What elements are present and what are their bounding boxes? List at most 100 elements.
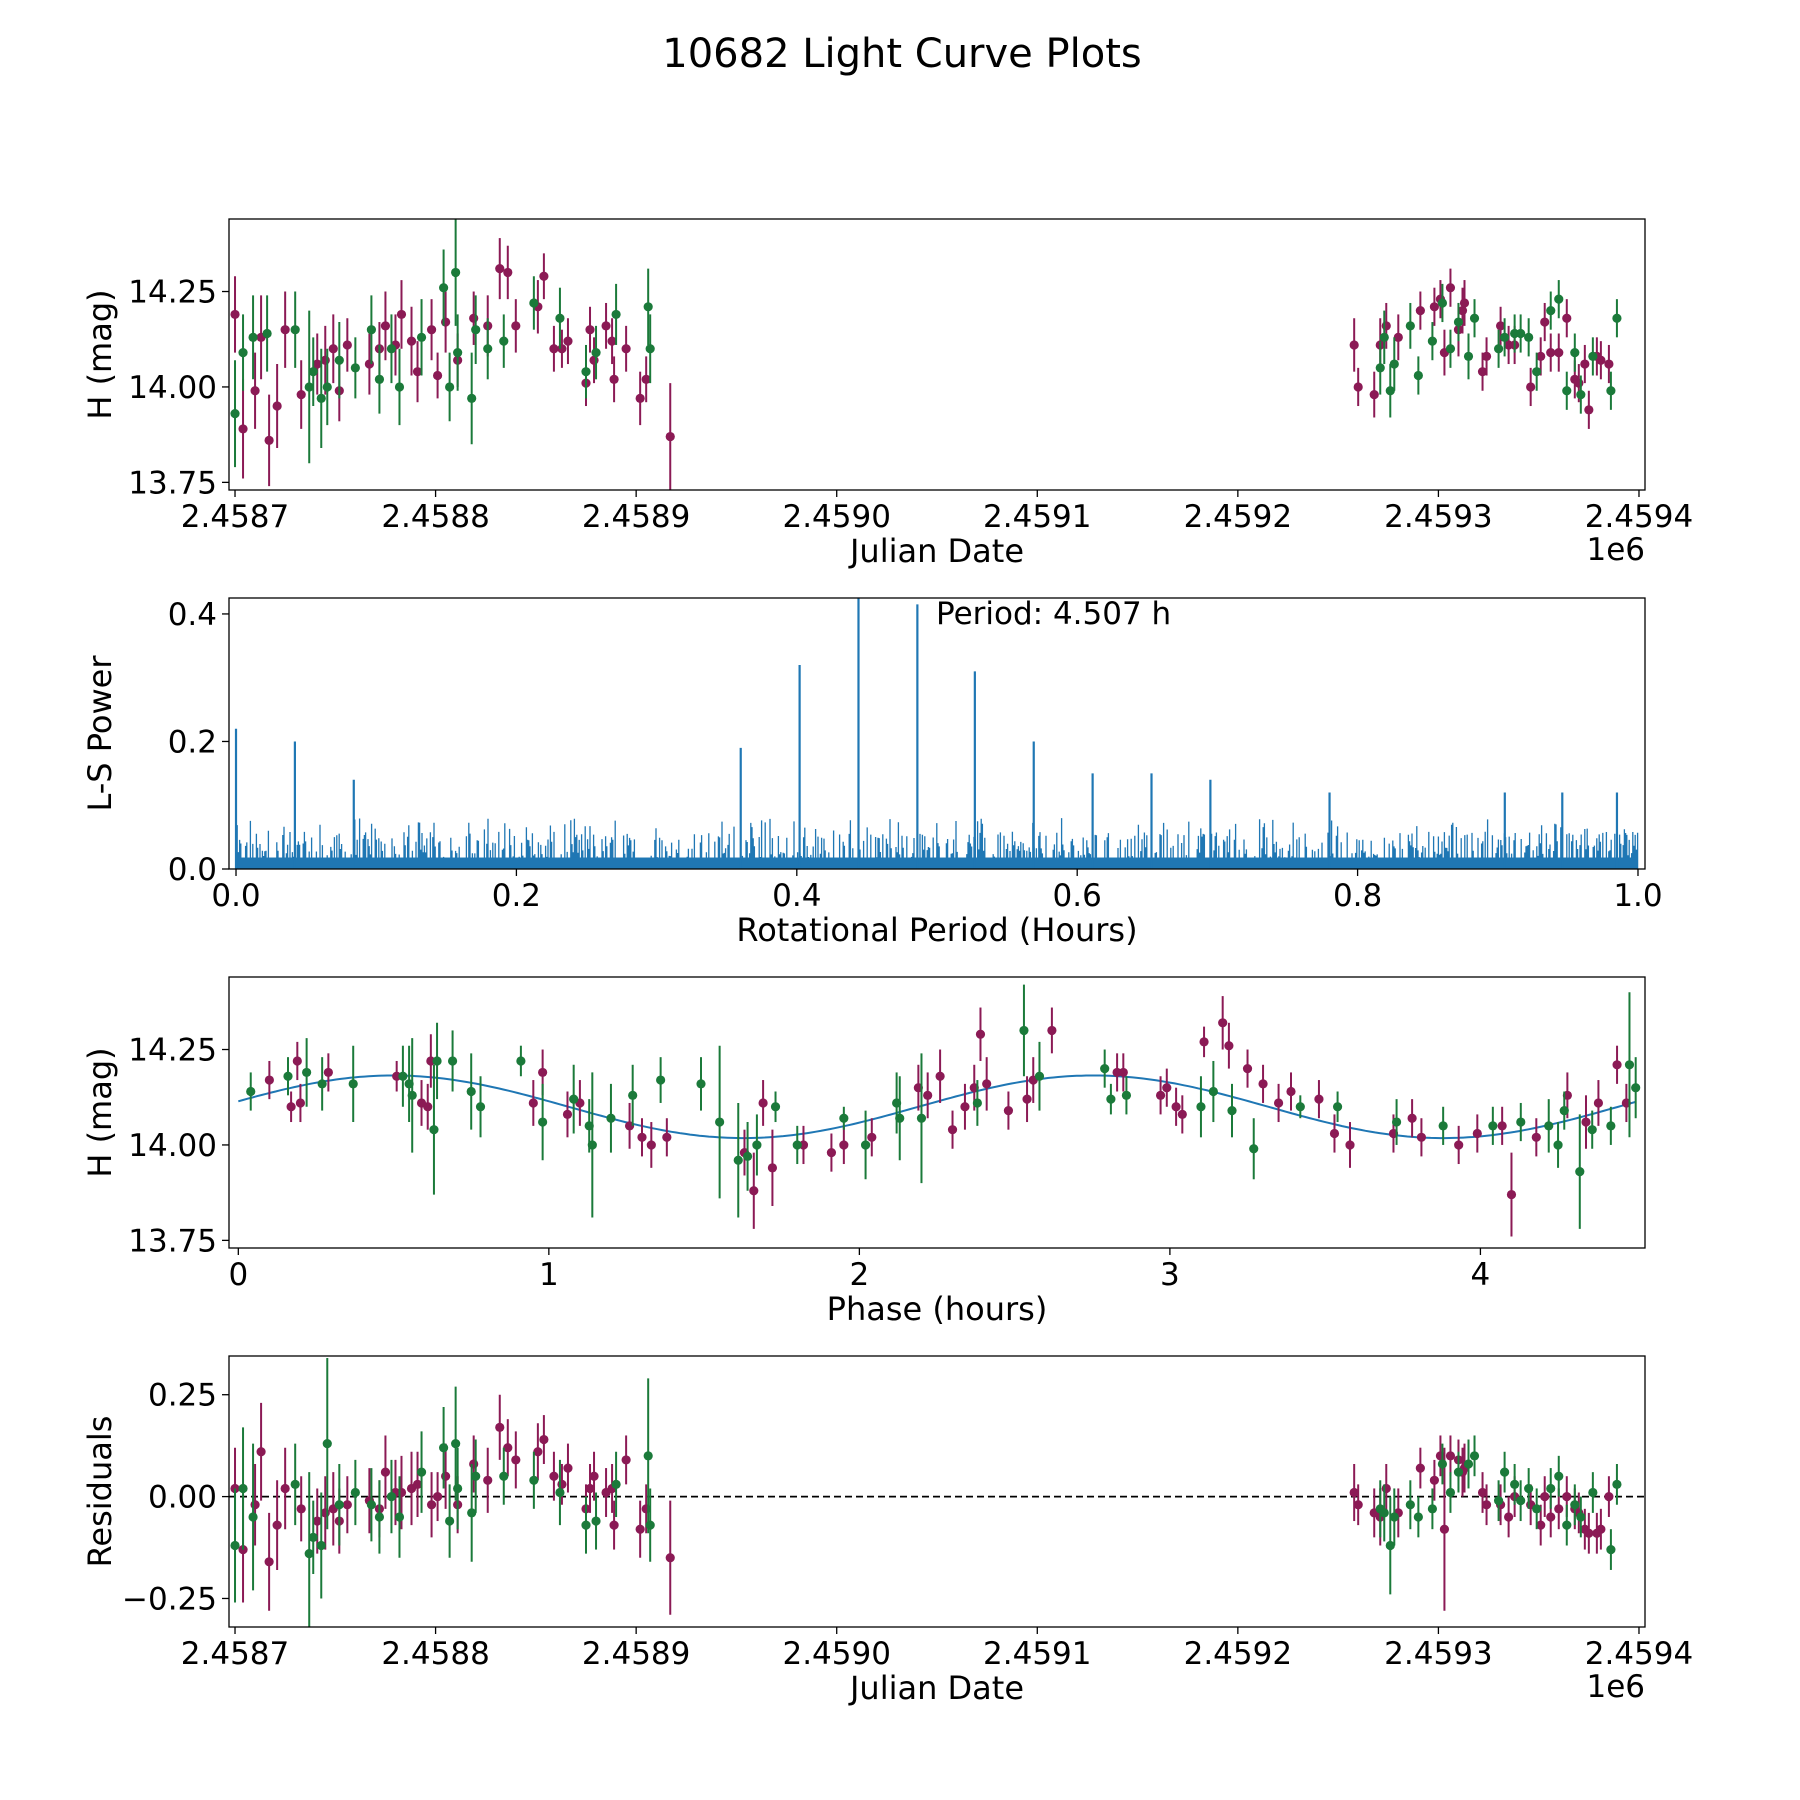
maroon-point xyxy=(1199,1037,1209,1047)
maroon-point xyxy=(1546,1512,1556,1522)
y-tick-label: 14.00 xyxy=(128,1128,217,1164)
green-point xyxy=(645,1520,655,1530)
x-tick-label: 4 xyxy=(1471,1257,1491,1293)
maroon-point xyxy=(406,336,417,346)
green-point xyxy=(1516,328,1526,339)
green-point xyxy=(439,1443,449,1453)
green-point xyxy=(1546,1483,1556,1494)
green-point xyxy=(475,1102,486,1112)
maroon-point xyxy=(609,1520,619,1530)
maroon-point xyxy=(1504,1512,1514,1522)
maroon-point xyxy=(1155,1090,1166,1100)
green-point xyxy=(451,267,461,278)
green-point xyxy=(471,1471,481,1481)
y-tick-label: 14.25 xyxy=(128,275,217,311)
green-point xyxy=(752,1140,762,1150)
maroon-point xyxy=(396,309,407,320)
x-tick-label: 2.4589 xyxy=(582,1636,690,1672)
green-point xyxy=(1575,1167,1585,1177)
green-point xyxy=(499,336,509,346)
ls-power-baseline xyxy=(236,857,1638,869)
x-tick-label: 1 xyxy=(539,1257,559,1293)
green-point xyxy=(1034,1071,1045,1081)
green-point xyxy=(304,382,314,392)
maroon-point xyxy=(432,370,443,381)
green-point xyxy=(1019,1025,1029,1036)
maroon-point xyxy=(342,340,352,350)
x-axis-label: Julian Date xyxy=(848,1669,1024,1707)
maroon-point xyxy=(960,1102,970,1112)
green-point xyxy=(1553,1140,1563,1150)
green-point xyxy=(555,1487,565,1498)
maroon-point xyxy=(749,1186,759,1196)
green-point xyxy=(394,1512,405,1522)
maroon-point xyxy=(1171,1102,1181,1112)
maroon-point xyxy=(767,1163,778,1173)
green-point xyxy=(770,1102,781,1112)
green-point xyxy=(1413,370,1423,381)
x-tick-label: 2.4590 xyxy=(782,1636,890,1672)
maroon-point xyxy=(538,1067,548,1078)
maroon-point xyxy=(1429,1475,1440,1485)
green-point xyxy=(290,325,300,335)
green-point xyxy=(591,1516,601,1526)
maroon-point xyxy=(1445,283,1456,293)
green-point xyxy=(248,1512,258,1522)
green-series xyxy=(230,1358,1622,1627)
maroon-point xyxy=(280,325,290,335)
green-point xyxy=(1469,313,1480,323)
maroon-point xyxy=(637,1132,647,1142)
maroon-point xyxy=(1477,1487,1488,1498)
green-point xyxy=(302,1067,312,1078)
green-point xyxy=(611,309,621,320)
green-point xyxy=(1385,386,1395,396)
maroon-point xyxy=(441,1471,451,1481)
maroon-point xyxy=(665,431,675,442)
maroon-point xyxy=(1273,1098,1284,1108)
x-tick-label: 2.4587 xyxy=(181,499,289,535)
green-point xyxy=(972,1098,982,1108)
x-tick-label: 2.4594 xyxy=(1585,1636,1693,1672)
lightcurve-panel: 2.4587 2.4588 2.4589 2.4590 2.4591 2.4592 2.45… xyxy=(81,218,1693,570)
green-point xyxy=(304,1549,314,1559)
x-tick-label: 2.4593 xyxy=(1384,499,1492,535)
x-tick-label: 2.4589 xyxy=(582,499,690,535)
green-point xyxy=(645,344,655,354)
green-point xyxy=(656,1075,666,1085)
green-point xyxy=(374,1512,385,1522)
maroon-point xyxy=(1162,1083,1172,1093)
maroon-point xyxy=(609,374,619,384)
green-point xyxy=(1606,386,1616,396)
green-point xyxy=(283,1071,293,1081)
maroon-point xyxy=(1177,1109,1187,1120)
green-point xyxy=(860,1140,871,1150)
x-tick-label: 0.4 xyxy=(772,878,821,914)
green-point xyxy=(439,283,449,293)
green-point xyxy=(366,325,377,335)
green-point xyxy=(467,393,477,403)
green-point xyxy=(1570,347,1580,358)
green-point xyxy=(238,1483,248,1494)
green-point xyxy=(230,409,240,419)
maroon-point xyxy=(665,1553,675,1563)
maroon-point xyxy=(396,1487,407,1498)
green-point xyxy=(350,1487,360,1498)
maroon-point xyxy=(250,386,260,396)
x-axis-label: Julian Date xyxy=(848,532,1024,570)
y-tick-label: 0.4 xyxy=(168,597,217,633)
maroon-point xyxy=(1393,332,1403,342)
green-point xyxy=(1576,1512,1586,1522)
model-fit-curve xyxy=(238,1074,1636,1140)
x-tick-label: 2.4587 xyxy=(181,1636,289,1672)
green-point xyxy=(606,1113,616,1123)
maroon-point xyxy=(1439,1524,1450,1534)
green-point xyxy=(316,393,326,403)
maroon-point xyxy=(1381,1483,1391,1494)
green-point xyxy=(432,1056,442,1066)
green-point xyxy=(416,332,427,342)
maroon-point xyxy=(826,1147,837,1158)
green-point xyxy=(1208,1086,1218,1097)
maroon-point xyxy=(1003,1105,1014,1116)
green-point xyxy=(1612,1479,1622,1489)
